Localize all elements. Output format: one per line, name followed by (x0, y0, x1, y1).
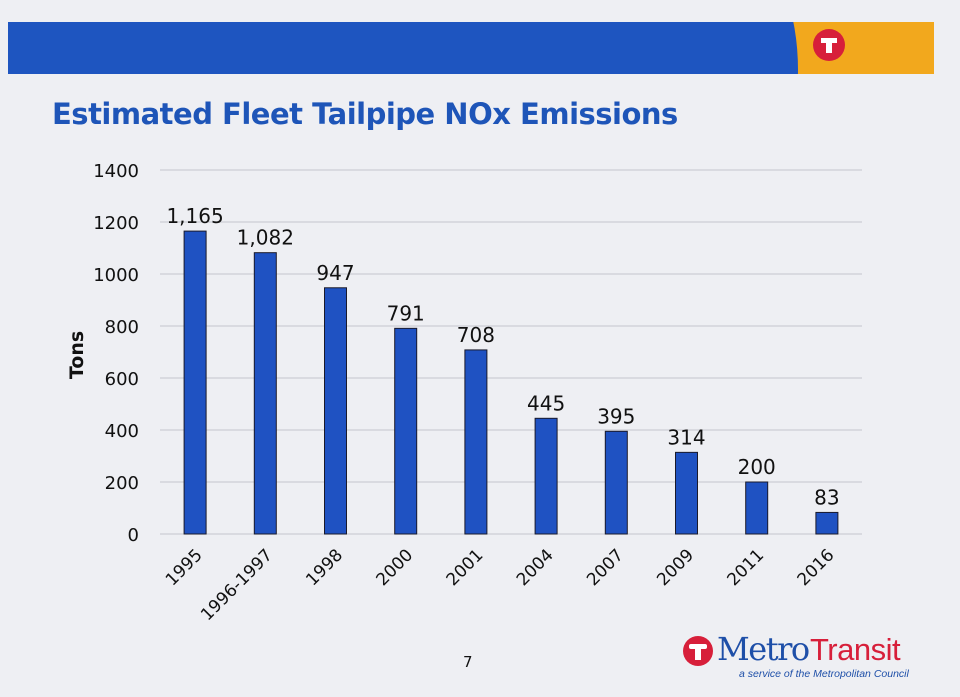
y-tick-label: 1200 (93, 213, 139, 234)
logo-tagline: a service of the Metropolitan Council (739, 668, 909, 680)
bar-1996-1997 (253, 252, 277, 535)
x-tick-label: 1996-1997 (197, 545, 277, 625)
logo-metro-text: Metro (717, 630, 810, 668)
bar-2009 (675, 451, 698, 535)
bars (183, 230, 839, 535)
bar-2001 (464, 349, 488, 535)
y-tick-labels: 0 200 400 600 800 1000 1200 1400 (93, 161, 139, 546)
data-label: 791 (387, 301, 425, 325)
header-banner (8, 22, 934, 74)
x-tick-label: 1995 (162, 545, 207, 590)
y-tick-label: 600 (105, 369, 139, 390)
y-tick-label: 0 (128, 525, 139, 546)
data-label: 1,165 (166, 204, 223, 228)
x-tick-label: 2001 (443, 545, 488, 590)
bar-2000 (394, 327, 418, 535)
page-number: 7 (463, 653, 473, 671)
data-label: 200 (738, 455, 776, 479)
bar-2004 (534, 417, 558, 535)
y-tick-label: 200 (105, 473, 139, 494)
bar-1995 (183, 230, 207, 535)
y-tick-label: 800 (105, 317, 139, 338)
data-label: 314 (667, 425, 705, 449)
x-tick-label: 2009 (653, 545, 698, 590)
bar-2016 (815, 511, 839, 535)
data-label: 947 (316, 261, 354, 285)
y-tick-label: 400 (105, 421, 139, 442)
data-label: 445 (527, 391, 565, 415)
data-label: 83 (814, 485, 839, 509)
x-tick-label: 2016 (794, 545, 839, 590)
bar-1998 (324, 287, 347, 535)
metro-transit-t-icon (813, 29, 845, 61)
x-tick-label: 2000 (373, 545, 418, 590)
x-tick-label: 2007 (583, 545, 628, 590)
y-tick-label: 1400 (93, 161, 139, 182)
x-tick-label: 2011 (724, 545, 769, 590)
logo-transit-text: Transit (810, 632, 901, 667)
slide-title: Estimated Fleet Tailpipe NOx Emissions (52, 97, 678, 131)
bar-2011 (745, 481, 769, 535)
y-axis-label: Tons (66, 331, 88, 379)
banner-blue-band (8, 22, 788, 74)
gridlines (160, 169, 862, 535)
y-tick-label: 1000 (93, 265, 139, 286)
x-tick-label: 1998 (302, 545, 347, 590)
x-tick-label: 2004 (513, 545, 558, 590)
data-label: 708 (457, 323, 495, 347)
data-labels: 1,165 1,082 947 791 708 445 395 314 200 83 (166, 204, 839, 509)
metro-transit-t-icon (683, 636, 713, 666)
banner-curve (708, 22, 798, 74)
data-label: 395 (597, 404, 635, 428)
data-label: 1,082 (237, 226, 294, 250)
bar-2007 (604, 430, 628, 535)
